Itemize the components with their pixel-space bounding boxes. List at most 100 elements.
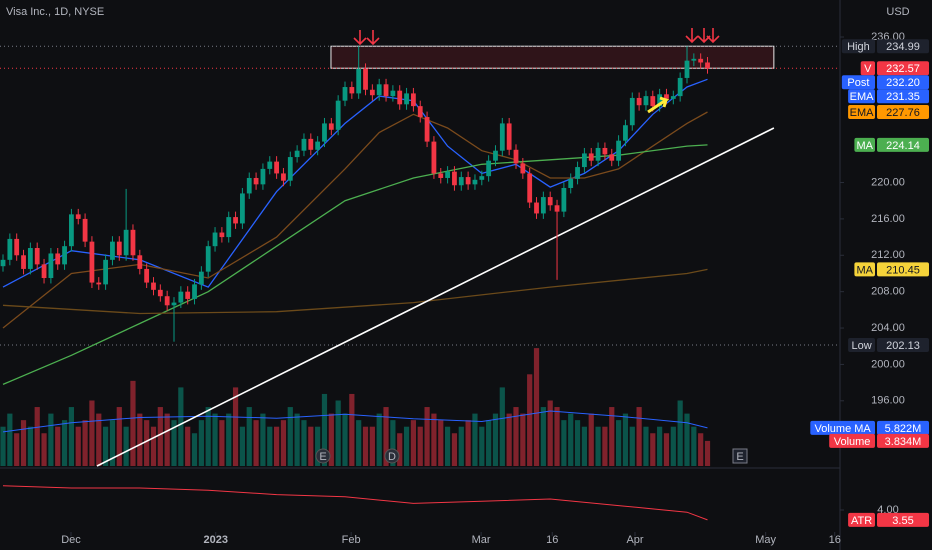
badge-name: Volume MA [815, 423, 872, 435]
candle-body [274, 161, 280, 174]
volume-bar [417, 426, 423, 466]
volume-ma-line [2, 410, 708, 433]
volume-bar [103, 426, 109, 466]
volume-bar [362, 426, 369, 466]
volume-bar [520, 413, 526, 466]
badge-value: 227.76 [886, 107, 920, 119]
x-tick-label: 16 [546, 534, 558, 546]
badge-value-box [877, 104, 929, 119]
candle-body [623, 125, 628, 141]
volume-bar [294, 413, 300, 466]
candle-body [677, 77, 683, 97]
badge-name-box [848, 89, 875, 104]
volume-bar [171, 420, 177, 466]
volume-bar [643, 426, 649, 466]
volume-bar [403, 426, 410, 466]
event-marker [732, 448, 748, 464]
volume-bar [479, 426, 485, 466]
candle-body [246, 177, 252, 194]
volume-bar [0, 426, 6, 466]
badge-value-box [877, 262, 929, 277]
y-tick-label: 216.00 [871, 213, 905, 225]
candle-body [281, 173, 286, 181]
badge-value: 224.14 [886, 140, 920, 152]
event-marker [384, 448, 400, 464]
y-tick-label: 196.00 [871, 395, 905, 407]
badge-value: 3.55 [892, 515, 913, 527]
candle-body [534, 202, 539, 214]
badge-name: Low [851, 340, 871, 352]
candle-body [417, 106, 423, 118]
volume-bar [622, 413, 629, 466]
candle-body [493, 150, 498, 161]
volume-bar [328, 413, 334, 466]
volume-bar [684, 413, 690, 466]
volume-bar [561, 420, 567, 466]
candle-body [116, 241, 122, 256]
candle-body [171, 302, 177, 306]
badge-name: MA [856, 140, 873, 152]
overlay-line [2, 111, 708, 329]
candle-body [554, 205, 560, 212]
y-tick-label: 200.00 [871, 358, 905, 370]
candle-body [260, 168, 266, 185]
volume-bar [451, 433, 458, 466]
volume-bar [157, 407, 163, 466]
volume-bar [321, 393, 328, 466]
candle-body [151, 282, 156, 290]
candle-body [616, 140, 621, 161]
volume-bar [356, 420, 362, 466]
annotations [353, 28, 720, 114]
candle-body [369, 89, 375, 96]
candle-body [48, 253, 54, 279]
candle-body [383, 84, 389, 97]
volume-bar [109, 420, 116, 466]
candle-body [499, 123, 505, 151]
volume-bar [308, 426, 314, 466]
x-tick-label: Apr [626, 534, 643, 546]
volume-bar [260, 413, 266, 466]
badge-value: 234.99 [886, 41, 920, 53]
volume-bar [55, 426, 61, 466]
candle-body [445, 171, 450, 178]
volume-bar [185, 426, 191, 466]
candle-body [568, 178, 574, 188]
candle-body [458, 177, 464, 186]
volume-bar [663, 433, 670, 466]
candle-body [335, 100, 341, 130]
volume-bar [657, 426, 663, 466]
candle-body [404, 93, 409, 105]
badge-name-box [848, 338, 875, 353]
x-tick-label: 2023 [203, 534, 227, 546]
candle-body [315, 141, 321, 150]
badge-name: Volume [834, 436, 871, 448]
volume-bar [150, 426, 157, 466]
candle-body [356, 68, 362, 94]
volume-bar [554, 407, 560, 466]
volume-bar [61, 420, 68, 466]
candle-body [397, 90, 403, 105]
y-tick-label: 204.00 [871, 322, 905, 334]
badge-name-box [848, 104, 875, 119]
candle-body [349, 87, 355, 94]
badge-name-box [848, 512, 875, 527]
candle-body [465, 177, 471, 185]
trend-line [96, 127, 775, 467]
volume-bar [178, 387, 184, 466]
volume-bar [219, 420, 225, 466]
volume-bar [253, 420, 259, 466]
volume-bar [48, 413, 54, 466]
badge-name-box [829, 433, 875, 448]
volume-bar [287, 407, 293, 466]
badge-value-box [877, 420, 929, 435]
event-label: D [388, 451, 396, 463]
y-tick-label: 208.00 [871, 286, 905, 298]
volume-bar [486, 420, 492, 466]
candle-body [178, 291, 184, 303]
volume-bar [465, 420, 471, 466]
badge-name-box [841, 39, 875, 54]
volume-bar [7, 413, 13, 466]
candle-body [301, 138, 307, 151]
volume-bar [144, 420, 150, 466]
currency: USD [886, 6, 909, 18]
